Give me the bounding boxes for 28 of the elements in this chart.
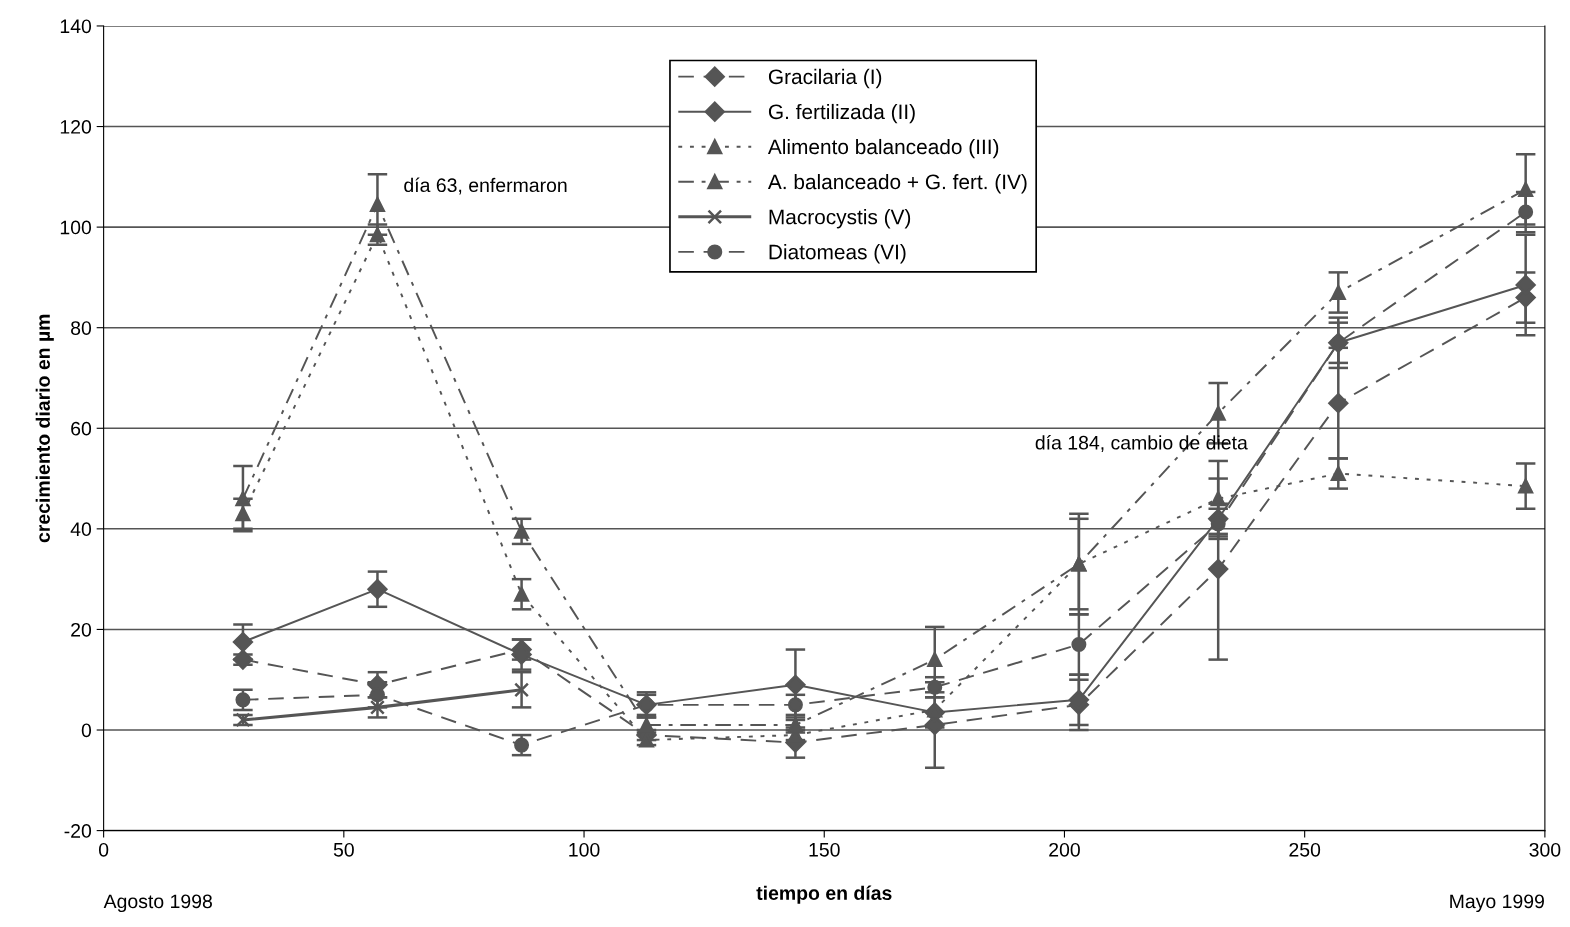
legend-label: Macrocystis (V)	[769, 209, 911, 229]
y-tick-label: 40	[70, 522, 92, 537]
text: Agosto 1998	[103, 894, 212, 913]
y-tick-label: 60	[71, 421, 92, 436]
legend-label: Alimento balanceado (III)	[767, 138, 999, 159]
y-axis-title: crecimiento diario en µm	[35, 314, 54, 543]
annotation: día 63, enfermaron	[404, 177, 567, 195]
x-tick-label: 150	[809, 842, 840, 857]
annotation: día 184, cambio de dieta	[1035, 435, 1248, 452]
x-tick-label: 250	[1289, 842, 1321, 857]
y-tick-label: 80	[71, 321, 92, 335]
x-tick-label: 50	[333, 842, 354, 857]
x-tick-label: 100	[569, 842, 600, 857]
y-tick-label: 20	[71, 622, 92, 637]
x-axis-title: tiempo en días	[756, 885, 892, 904]
y-tick-label: 120	[60, 120, 92, 134]
x-tick-label: 200	[1049, 842, 1080, 857]
legend-label: Diatomeas (VI)	[769, 244, 906, 264]
legend-label: A. balanceado + G. fert. (IV)	[767, 173, 1027, 194]
legend-label: Gracilaria (I)	[768, 68, 882, 89]
x-tick-label: 300	[1529, 842, 1561, 857]
y-tick-label: 100	[60, 220, 92, 235]
legend-label: G. fertilizada (II)	[768, 103, 915, 124]
text: Mayo 1999	[1450, 894, 1544, 913]
y-tick-label: 140	[60, 19, 92, 34]
y-tick-label: -20	[64, 824, 92, 838]
x-tick-label: 0	[98, 842, 109, 857]
y-tick-label: 0	[81, 723, 92, 738]
